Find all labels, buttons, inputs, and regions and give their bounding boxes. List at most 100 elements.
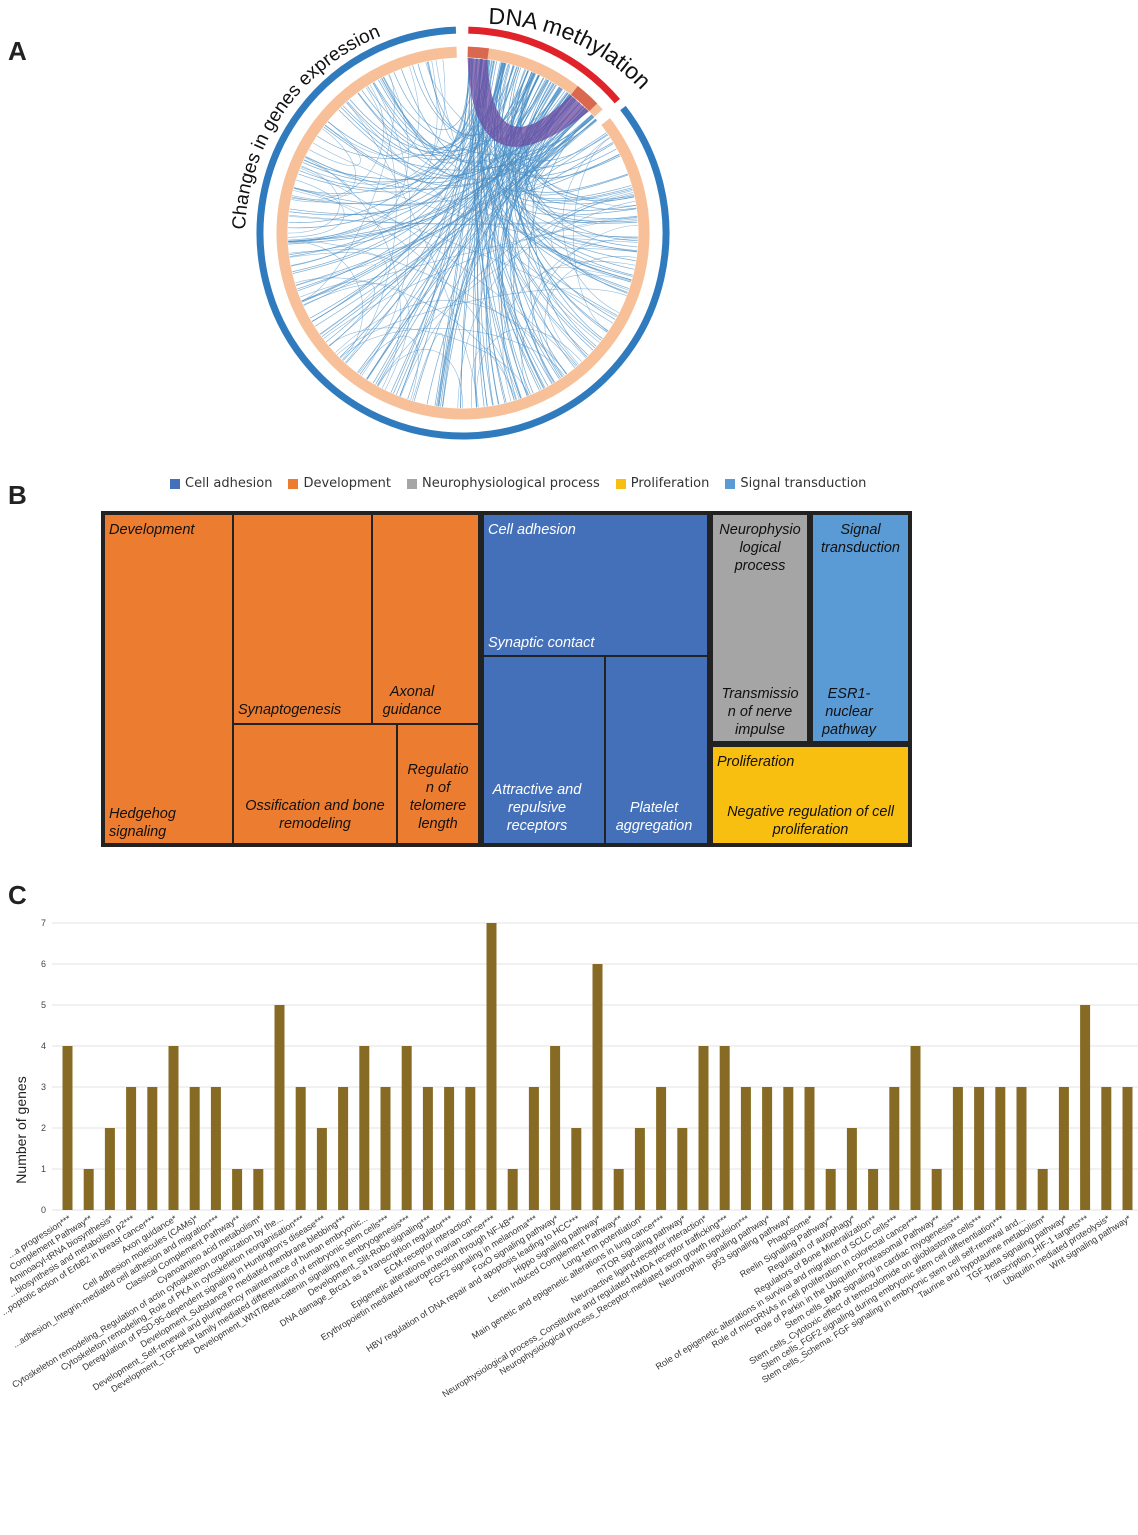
bar [465, 1087, 476, 1210]
legend-swatch-development [288, 478, 299, 489]
legend-item-proliferation: Proliferation [615, 476, 710, 491]
expression-link [301, 216, 638, 302]
bar [189, 1087, 200, 1210]
bar [846, 1128, 857, 1210]
telomere-label: Regulatio n of telomere length [407, 762, 469, 832]
expression-link [304, 157, 401, 389]
circos-rings [256, 26, 670, 440]
bar-chart: Number of genes 0 1 2 3 4 5 6 7 ...a progressio… [0, 918, 1138, 1399]
bar [316, 1128, 327, 1210]
expression-link [288, 215, 638, 225]
bar [910, 1046, 921, 1210]
expression-link [357, 70, 529, 157]
expression-link [327, 119, 597, 171]
expression-link [295, 277, 517, 400]
legend-item-neurophysiological: Neurophysiological process [406, 476, 600, 491]
expression-link [501, 72, 637, 216]
expression-link [425, 61, 636, 207]
tile-platelet-aggregation: Platelet aggregation [606, 657, 707, 843]
bar [804, 1087, 815, 1210]
development-header: Development [109, 522, 195, 538]
expression-link [340, 328, 565, 376]
expression-link [345, 87, 397, 363]
circos-links [287, 58, 638, 409]
bar [359, 1046, 370, 1210]
bar [1080, 1005, 1091, 1210]
tile-telomere: Regulatio n of telomere length [398, 725, 478, 843]
synaptic-label: Synaptic contact [488, 635, 595, 651]
y-tick-label: 2 [41, 1123, 46, 1133]
ossification-label: Ossification and bone remodeling [245, 798, 385, 832]
treemap-legend: Cell adhesion Development Neurophysiolog… [170, 476, 866, 491]
expression-link [412, 65, 562, 142]
expression-link [514, 75, 609, 332]
expression-link [289, 110, 589, 257]
synaptogenesis-label: Synaptogenesis [238, 702, 342, 718]
bar [677, 1128, 688, 1210]
expression-link [305, 156, 637, 253]
bar [486, 923, 497, 1210]
bar [656, 1087, 667, 1210]
legend-item-signal: Signal transduction [725, 476, 866, 491]
bar [762, 1087, 773, 1210]
methylation-source-block [467, 46, 489, 60]
expression-link [342, 74, 539, 361]
expression-link [573, 137, 610, 332]
bar [740, 1087, 751, 1210]
bar [507, 1169, 518, 1210]
bar [931, 1169, 942, 1210]
tile-ossification: Ossification and bone remodeling [234, 725, 396, 843]
expression-link [550, 193, 634, 291]
treemap: Development Hedgehog signaling Synaptoge… [101, 511, 912, 847]
expression-link [532, 238, 638, 384]
bar [974, 1087, 985, 1210]
bar [825, 1169, 836, 1210]
y-tick-label: 6 [41, 959, 46, 969]
legend-label-neurophysiological: Neurophysiological process [421, 476, 600, 491]
bar [783, 1087, 794, 1210]
expression-link [417, 63, 535, 136]
expression-link [506, 66, 608, 333]
expression-link [291, 74, 409, 267]
bar [104, 1128, 115, 1210]
expression-link [328, 327, 529, 396]
expression-link [476, 328, 582, 408]
legend-label-proliferation: Proliferation [630, 476, 710, 491]
bar [889, 1087, 900, 1210]
prolif-header: Proliferation [717, 754, 795, 770]
expression-link [287, 165, 340, 234]
expression-link [493, 62, 638, 239]
expression-link [288, 179, 345, 238]
expression-link [377, 200, 636, 387]
circos-plot: Changes in genes expression DNA methylat… [229, 3, 670, 440]
expression-link [288, 214, 638, 225]
tile-nerve-impulse: Neurophysio logical process Transmissio … [713, 515, 807, 741]
legend-swatch-signal [725, 478, 736, 489]
expression-link [546, 274, 632, 365]
negative-label: Negative regulation of cell proliferatio… [727, 804, 894, 838]
bar [995, 1087, 1006, 1210]
expression-link [470, 58, 628, 293]
legend-label-development: Development [303, 476, 391, 491]
hedgehog-label: Hedgehog signaling [109, 806, 176, 840]
expression-link [337, 288, 627, 355]
tile-negative-regulation: Proliferation Negative regulation of cel… [713, 747, 908, 843]
expression-link [530, 109, 638, 224]
expression-link [291, 128, 356, 203]
expression-link [288, 240, 567, 375]
expression-link [323, 215, 638, 339]
bar [232, 1169, 243, 1210]
bar [868, 1169, 879, 1210]
tile-attractive-receptors: Attractive and repulsive receptors [484, 657, 604, 843]
expression-link [499, 65, 602, 341]
bar [952, 1087, 963, 1210]
expression-link [562, 137, 619, 313]
expression-link [358, 335, 419, 401]
expression-link [499, 63, 603, 339]
expression-link [314, 116, 594, 327]
tile-hedgehog: Development Hedgehog signaling [105, 515, 232, 843]
tile-axonal-guidance: Axonal guidance [373, 515, 478, 723]
y-tick-label: 5 [41, 1000, 46, 1010]
expression-link [297, 106, 585, 290]
x-tick-labels: ...a progression***Complement Pathway**A… [0, 1213, 1133, 1399]
